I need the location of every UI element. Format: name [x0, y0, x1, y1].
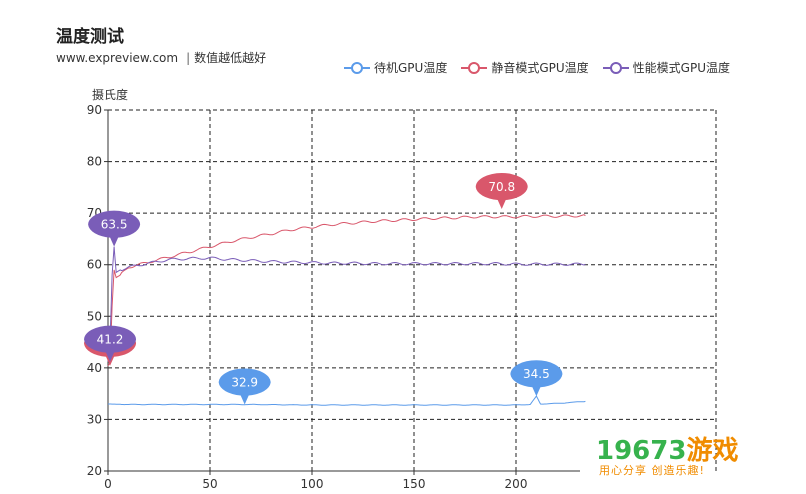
watermark-brand-number: 19673	[596, 436, 687, 466]
series-line-quiet	[107, 214, 586, 367]
y-axis-label: 摄氏度	[92, 87, 128, 102]
legend-item-performance[interactable]: 性能模式GPU温度	[602, 59, 730, 76]
legend-item-quiet[interactable]: 静音模式GPU温度	[461, 59, 589, 76]
y-tick-label-90: 90	[87, 103, 102, 117]
data-label-quiet-70-8-text: 70.8	[488, 180, 515, 194]
subtitle-note: 数值越低越好	[194, 51, 267, 65]
y-tick-label-30: 30	[87, 412, 102, 426]
chart-subtitle: www.expreview.com | 数值越低越好	[56, 49, 266, 66]
watermark-slogan: 用心分享 创造乐趣!	[599, 464, 705, 477]
site-url: www.expreview.com	[56, 51, 179, 65]
data-label-performance-63-5-text: 63.5	[101, 218, 128, 232]
data-label-performance-63-5: 63.5	[88, 210, 141, 247]
legend-marker-idle	[344, 61, 370, 74]
data-label-idle-34-5-shape	[510, 360, 563, 397]
y-tick-label-80: 80	[87, 155, 102, 169]
series-line-idle	[108, 395, 586, 406]
x-tick-label-200: 200	[505, 477, 528, 491]
data-label-performance-41-2: 41.2	[84, 325, 137, 362]
x-tick-label-0: 0	[104, 477, 112, 491]
data-label-quiet-70-8-shape	[475, 172, 528, 210]
data-label-performance-63-5-shape	[88, 210, 141, 247]
y-tick-label-60: 60	[87, 258, 102, 272]
watermark-logo: 19673游戏 用心分享 创造乐趣!	[596, 430, 806, 482]
series-line-performance	[107, 246, 586, 362]
x-tick-label-150: 150	[403, 477, 426, 491]
data-label-idle-32-9-shape	[218, 368, 271, 405]
x-tick-label-100: 100	[301, 477, 324, 491]
legend-label-quiet: 静音模式GPU温度	[491, 61, 589, 75]
y-tick-label-40: 40	[87, 361, 102, 375]
y-tick-label-20: 20	[87, 464, 102, 478]
watermark-brand-cn: 游戏	[686, 436, 739, 466]
legend-item-idle[interactable]: 待机GPU温度	[344, 59, 447, 76]
chart-legend: 待机GPU温度 静音模式GPU温度 性能模式GPU温度	[344, 59, 730, 76]
data-label-idle-32-9: 32.9	[218, 368, 271, 405]
legend-marker-performance	[602, 61, 629, 74]
watermark-brand: 19673游戏	[596, 430, 738, 467]
data-label-performance-41-2-text: 41.2	[97, 333, 124, 347]
y-tick-label-50: 50	[87, 309, 102, 323]
chart-title: 温度测试	[56, 27, 124, 47]
data-label-quiet-70-8: 70.8	[475, 172, 528, 210]
data-label-performance-41-2-shape	[84, 325, 137, 362]
x-tick-label-50: 50	[202, 477, 217, 491]
data-label-idle-34-5-text: 34.5	[523, 367, 550, 381]
legend-label-idle: 待机GPU温度	[374, 61, 448, 75]
data-label-idle-34-5: 34.5	[510, 360, 563, 397]
legend-marker-quiet	[461, 61, 488, 74]
data-label-idle-32-9-text: 32.9	[231, 375, 258, 389]
legend-label-performance: 性能模式GPU温度	[632, 61, 730, 75]
subtitle-separator: |	[186, 51, 191, 65]
